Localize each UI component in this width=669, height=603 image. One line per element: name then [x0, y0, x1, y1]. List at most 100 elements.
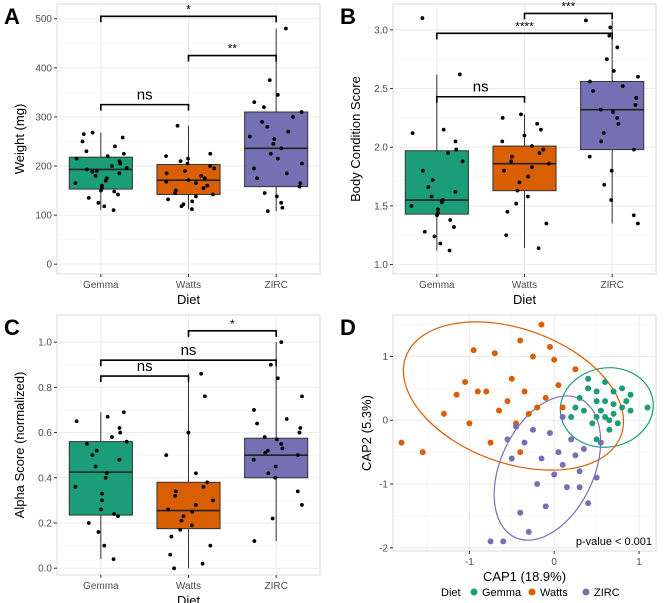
data-point: [297, 184, 302, 189]
point-gemma: [602, 398, 609, 405]
data-point: [453, 139, 458, 144]
data-point: [164, 171, 169, 176]
data-point: [634, 96, 639, 100]
data-point: [430, 178, 435, 182]
data-point: [166, 507, 170, 512]
point-watts: [517, 449, 524, 456]
data-point: [164, 179, 169, 184]
data-point: [300, 394, 304, 399]
data-point: [632, 147, 636, 152]
point-watts: [440, 410, 447, 417]
point-gemma: [589, 420, 596, 427]
data-point: [460, 159, 465, 164]
data-point: [636, 74, 640, 79]
point-watts: [559, 404, 566, 411]
y-tick-label: 0: [46, 260, 52, 271]
point-gemma: [593, 414, 600, 421]
y-tick-label: 1: [382, 352, 388, 363]
significance-bracket: [187, 330, 277, 337]
point-zirc: [534, 481, 541, 488]
data-point: [255, 176, 259, 181]
data-point: [426, 185, 431, 190]
y-tick-label: -2: [379, 543, 388, 554]
data-point: [252, 408, 256, 412]
data-point: [279, 200, 284, 205]
data-point: [104, 471, 109, 476]
data-point: [194, 194, 198, 199]
point-gemma: [606, 417, 613, 424]
data-point: [185, 161, 190, 166]
panel-letter: C: [4, 315, 20, 340]
x-tick-label: Gemma: [419, 280, 455, 291]
data-point: [599, 139, 604, 144]
data-point: [280, 446, 285, 451]
point-gemma: [619, 404, 626, 411]
point-watts: [453, 391, 460, 398]
data-point: [202, 394, 207, 399]
data-point: [273, 464, 278, 469]
data-point: [208, 151, 213, 156]
data-point: [500, 139, 505, 144]
data-point: [186, 430, 191, 435]
point-zirc: [572, 452, 579, 459]
data-point: [117, 159, 122, 163]
data-point: [457, 72, 462, 77]
point-gemma: [576, 394, 583, 401]
data-point: [90, 130, 95, 135]
data-point: [201, 484, 206, 489]
data-point: [591, 88, 595, 93]
data-point: [284, 171, 289, 176]
data-point: [117, 426, 122, 430]
data-point: [86, 521, 91, 525]
data-point: [252, 539, 257, 543]
data-point: [547, 161, 551, 166]
point-zirc: [521, 439, 528, 446]
data-point: [635, 221, 640, 226]
data-point: [265, 209, 270, 214]
point-zirc: [563, 484, 570, 491]
data-point: [200, 561, 205, 566]
data-point: [280, 205, 285, 210]
point-zirc: [517, 509, 524, 516]
point-zirc: [551, 471, 558, 478]
data-point: [505, 209, 510, 214]
data-point: [270, 516, 275, 521]
data-point: [436, 211, 440, 215]
data-point: [110, 435, 114, 439]
y-tick-label: 2.5: [374, 84, 388, 95]
data-point: [272, 137, 277, 141]
panel-c-alpha-score-boxplot: 0.0 0.2 0.4 0.6 0.8 1.0 Gemma Watts ZIRC ns ns * Die…: [4, 314, 321, 603]
data-point: [173, 489, 178, 494]
data-point: [544, 221, 549, 226]
point-gemma: [602, 414, 609, 421]
data-point: [263, 451, 268, 455]
data-point: [275, 156, 280, 161]
y-tick-label: 0.6: [38, 428, 52, 439]
data-point: [519, 112, 523, 117]
significance-label: ***: [561, 0, 575, 13]
data-point: [117, 171, 122, 176]
data-point: [201, 186, 206, 190]
data-point: [587, 154, 592, 159]
data-point: [291, 115, 296, 119]
point-watts: [470, 347, 477, 354]
box-zirc: [244, 111, 309, 188]
data-point: [178, 527, 183, 532]
data-point: [514, 201, 519, 206]
x-axis-title: Diet: [177, 593, 201, 603]
data-point: [208, 164, 213, 168]
data-point: [611, 69, 616, 73]
data-point: [164, 453, 169, 458]
data-point: [452, 225, 456, 229]
point-gemma: [580, 407, 587, 414]
data-point: [420, 16, 425, 20]
significance-label: **: [228, 42, 238, 56]
point-watts: [508, 375, 515, 382]
data-point: [194, 181, 198, 186]
significance-bracket: [100, 359, 277, 367]
box-watts: [156, 481, 221, 530]
point-gemma: [602, 378, 609, 385]
point-watts: [462, 378, 469, 385]
point-watts: [529, 353, 536, 360]
